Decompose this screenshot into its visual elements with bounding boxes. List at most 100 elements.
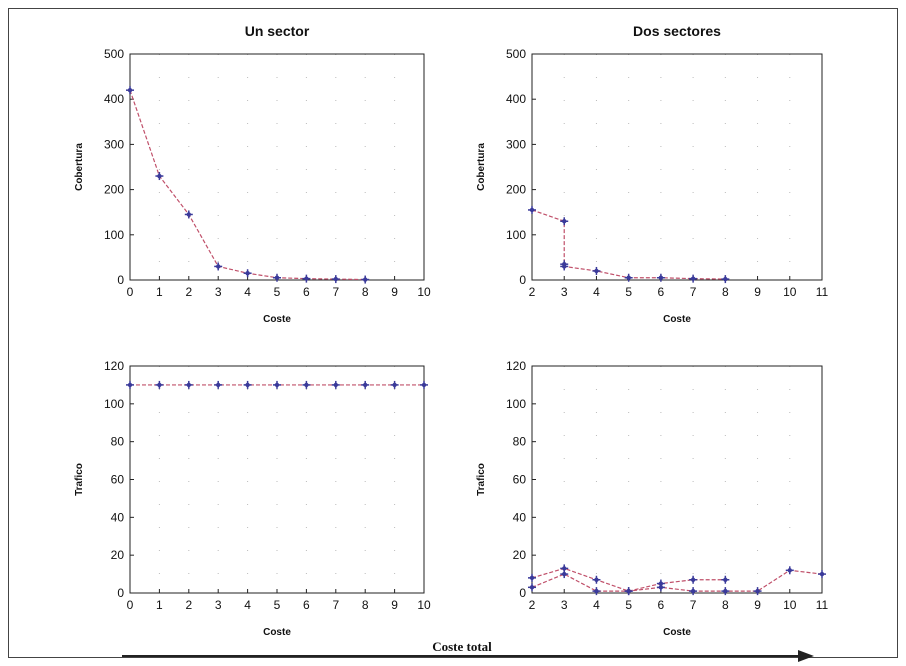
data-point-dot [723, 577, 728, 582]
plot-frame [129, 365, 425, 594]
y-tick-label: 100 [104, 397, 124, 411]
data-point-dot [594, 577, 599, 582]
series-line [531, 569, 823, 592]
data-point [126, 380, 134, 389]
plot-frame [531, 53, 823, 281]
data-point-dot [186, 382, 191, 388]
data-point-dot [304, 276, 309, 281]
y-tick-label: 0 [519, 586, 526, 600]
y-tick-label: 500 [104, 47, 124, 61]
x-tick-label: 4 [593, 598, 600, 612]
data-point-dot [392, 382, 397, 388]
x-tick-label: 2 [529, 598, 536, 612]
y-tick-label: 60 [513, 473, 527, 487]
y-tick-label: 100 [104, 228, 124, 242]
x-tick-label: 5 [274, 285, 281, 299]
data-point [689, 274, 698, 283]
y-tick-label: 80 [111, 435, 125, 449]
data-point [818, 570, 826, 579]
data-point [155, 172, 164, 181]
x-axis-label: Coste [263, 627, 291, 638]
y-tick-label: 500 [506, 47, 526, 61]
x-tick-label: 10 [417, 285, 431, 299]
x-tick-label: 7 [690, 598, 697, 612]
x-tick-label: 9 [754, 285, 761, 299]
x-tick-label: 8 [722, 598, 729, 612]
data-point-dot [186, 212, 191, 217]
data-point [689, 575, 698, 584]
data-point [184, 210, 193, 219]
y-tick-label: 400 [104, 92, 124, 106]
data-point-dot [787, 568, 792, 573]
y-tick-label: 100 [506, 397, 526, 411]
y-tick-label: 120 [506, 359, 526, 373]
data-point [214, 262, 223, 271]
y-tick-label: 300 [506, 137, 526, 151]
data-point-dot [562, 219, 567, 224]
data-point-dot [755, 588, 760, 594]
data-point-dot [690, 577, 696, 582]
x-tick-label: 3 [215, 598, 222, 612]
data-point-dot [658, 581, 664, 586]
data-point [302, 380, 311, 389]
x-tick-label: 0 [127, 285, 134, 299]
plot-frame [129, 53, 425, 281]
y-axis-label: Cobertura [74, 143, 85, 191]
x-tick-label: 11 [816, 285, 829, 299]
data-point-dot [333, 276, 338, 282]
data-point-dot [216, 382, 221, 388]
y-tick-label: 200 [104, 183, 124, 197]
data-point-dot [274, 275, 280, 280]
data-point-dot [594, 268, 599, 274]
x-axis-label: Coste [263, 314, 291, 325]
x-tick-label: 8 [362, 598, 369, 612]
data-point [184, 380, 193, 389]
data-point [592, 575, 601, 584]
x-tick-label: 9 [391, 598, 398, 612]
data-point-dot [127, 382, 133, 388]
x-tick-label: 5 [274, 598, 281, 612]
data-point [420, 380, 428, 389]
data-point-dot [333, 382, 338, 388]
data-point [126, 86, 134, 95]
data-point [753, 587, 762, 596]
x-tick-label: 4 [244, 285, 251, 299]
data-point-dot [562, 566, 567, 571]
x-tick-label: 10 [783, 598, 797, 612]
coste-total-arrow [122, 650, 814, 662]
y-tick-label: 120 [104, 359, 124, 373]
y-tick-label: 300 [104, 137, 124, 151]
figure-frame [8, 8, 898, 658]
data-point-dot [274, 382, 280, 388]
data-point-dot [421, 382, 427, 388]
data-point-dot [245, 271, 250, 276]
data-point [656, 579, 665, 588]
data-point-dot [157, 382, 162, 388]
data-point [361, 275, 370, 284]
data-point-dot [127, 87, 133, 93]
y-tick-label: 0 [117, 273, 124, 287]
data-point [721, 587, 730, 596]
data-point-dot [626, 275, 631, 280]
x-tick-label: 0 [127, 598, 134, 612]
y-tick-label: 400 [506, 92, 526, 106]
x-tick-label: 1 [156, 598, 163, 612]
data-point [656, 273, 665, 282]
chart-panel-2: 2 3 4 5 6 7 8 9 10 11 0 100 200 300 400 500 Coste Cobertu… [476, 23, 829, 325]
data-point [331, 275, 340, 284]
x-tick-label: 8 [362, 285, 369, 299]
x-tick-label: 3 [215, 285, 222, 299]
data-point [592, 587, 601, 596]
data-point-dot [626, 588, 631, 594]
x-tick-label: 5 [625, 598, 632, 612]
data-point-dot [363, 382, 368, 388]
data-point [243, 380, 252, 389]
data-point-dot [819, 571, 825, 577]
data-point [560, 217, 569, 226]
x-tick-label: 6 [303, 598, 310, 612]
x-axis-label: Coste [663, 627, 691, 638]
data-point-dot [562, 571, 567, 577]
x-tick-label: 2 [529, 285, 536, 299]
data-point-dot [304, 382, 309, 388]
x-tick-label: 4 [244, 598, 251, 612]
